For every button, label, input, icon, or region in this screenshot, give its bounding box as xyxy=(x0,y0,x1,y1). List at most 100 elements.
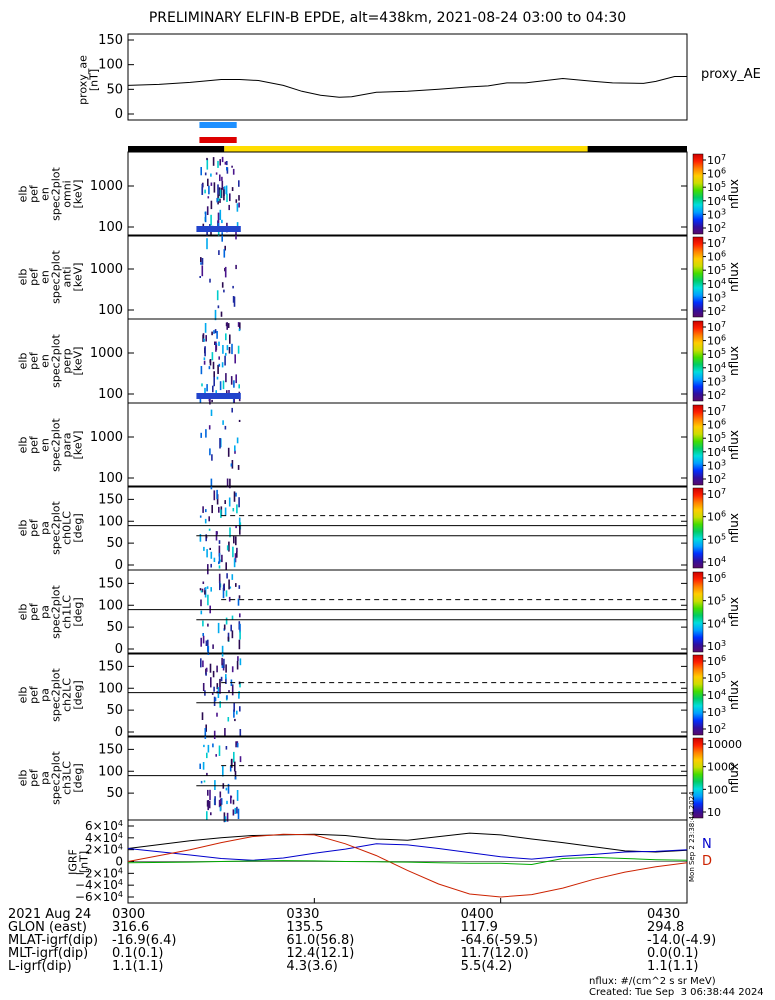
spectrogram-pixel xyxy=(227,783,230,794)
spectrogram-pixel xyxy=(211,692,214,695)
spectrogram-pixel xyxy=(216,683,219,690)
spectrogram-pixel xyxy=(199,276,201,278)
colorbar-tick-label: 105 xyxy=(707,180,726,195)
proxy-ae-tick-label: 0 xyxy=(115,107,123,122)
spectrogram-pixel xyxy=(209,448,211,456)
spectrogram-pixel xyxy=(233,751,235,763)
spectrogram-pixel xyxy=(221,156,224,163)
spectrogram-pixel xyxy=(224,161,227,165)
spectrogram-pixel xyxy=(204,189,206,194)
spectrogram-pixel xyxy=(214,341,216,345)
spectrogram-pixel xyxy=(239,706,241,712)
spectrogram-low-band xyxy=(196,226,241,232)
spectrogram-pixel xyxy=(233,491,236,502)
spectrogram-pixel xyxy=(218,363,221,367)
spectrogram-pixel xyxy=(231,574,234,580)
spectrogram-pixel xyxy=(208,516,210,522)
spectrogram-pixel xyxy=(238,384,240,389)
colorbar-tick-label: 105 xyxy=(707,532,726,547)
spectrogram-pixel xyxy=(199,534,202,542)
spectrogram-pixel xyxy=(202,223,205,227)
spectrogram-pixel xyxy=(217,230,220,237)
spectrogram-tick-label: 1000 xyxy=(90,430,123,445)
spectrogram-pixel xyxy=(239,658,242,666)
proxy-ae-tick-label: 150 xyxy=(98,33,123,48)
spectrogram-pixel xyxy=(202,660,204,668)
spectrogram-frame-5 xyxy=(127,569,688,655)
spectrogram-pixel xyxy=(235,536,237,546)
spectrogram-pixel xyxy=(232,799,235,805)
spectrogram-ylabel-2-line: perp xyxy=(61,348,74,373)
spectrogram-pixel xyxy=(215,172,218,175)
spectrogram-pixel xyxy=(230,463,233,467)
spectrogram-pixel xyxy=(232,285,234,289)
spectrogram-pixel xyxy=(223,624,226,630)
spectrogram-pixel xyxy=(226,695,228,700)
spectrogram-pixel xyxy=(233,535,235,544)
spectrogram-pixel xyxy=(229,478,231,489)
bottom-row-value: 117.9 xyxy=(460,920,498,935)
bottom-row-value: 0400 xyxy=(460,907,494,922)
spectrogram-pixel xyxy=(218,341,220,346)
spectrogram-pixel xyxy=(205,429,207,438)
spectrogram-pixel xyxy=(220,187,223,198)
spectrogram-pixel xyxy=(225,664,227,673)
spectrogram-pixel xyxy=(238,195,240,201)
colorbar-tick-label: 105 xyxy=(707,593,726,608)
spectrogram-pixel xyxy=(227,717,230,722)
spectrogram-pixel xyxy=(209,547,211,550)
colorbar-tick-label: 10 xyxy=(707,806,721,819)
created-footnote: Created: Tue Sep 3 06:38:44 2024 xyxy=(589,987,764,998)
spectrogram-ylabel-1-line: elb xyxy=(17,269,30,286)
spectrogram-pixel xyxy=(200,262,202,265)
spectrogram-pixel xyxy=(225,333,227,341)
spectrogram-pixel xyxy=(217,622,220,634)
spectrogram-low-band xyxy=(196,309,240,315)
bottom-row-value: 1.1(1.1) xyxy=(647,959,699,974)
spectrogram-pixel xyxy=(206,158,209,170)
bottom-row-value: -16.9(6.4) xyxy=(112,933,177,948)
spectrogram-pixel xyxy=(226,161,228,166)
spectrogram-pixel xyxy=(229,527,231,538)
spectrogram-ylabel-4-line: spec2plot xyxy=(50,501,63,555)
spectrogram-pixel xyxy=(222,666,225,671)
spectrogram-pixel xyxy=(207,639,209,647)
spectrogram-ylabel-3-line: en xyxy=(39,438,52,452)
igrf-legend-d: D xyxy=(702,854,712,869)
spectrogram-pixel xyxy=(201,712,204,720)
spectrogram-pixel xyxy=(226,573,228,579)
bottom-row-label: L-igrf(dip) xyxy=(8,959,72,974)
spectrogram-pixel xyxy=(225,617,228,625)
igrf-series-H xyxy=(127,832,688,853)
spectrogram-pixel xyxy=(208,528,211,531)
spectrogram-pixel xyxy=(223,812,226,823)
spectrogram-ylabel-7-line: ch3LC xyxy=(61,761,74,795)
spectrogram-pixel xyxy=(230,376,233,385)
spectrogram-pixel xyxy=(205,667,208,672)
spectrogram-pixel xyxy=(236,437,239,444)
spectrogram-pixel xyxy=(210,677,212,688)
spectrogram-tick-label: 100 xyxy=(98,303,123,318)
spectrogram-pixel xyxy=(207,623,209,627)
spectrogram-ylabel-1-line: en xyxy=(39,270,52,284)
colorbar-tick-label: 102 xyxy=(707,472,726,487)
spectrogram-pixel xyxy=(218,356,220,360)
colorbar-tick-label: 102 xyxy=(707,221,726,236)
spectrogram-pixel xyxy=(223,249,226,258)
spectrogram-pixel xyxy=(213,730,216,739)
spectrogram-pixel xyxy=(235,741,237,748)
spectrogram-pixel xyxy=(210,173,212,177)
igrf-tick-label: 6×104 xyxy=(85,819,123,834)
spectrogram-pixel xyxy=(227,447,230,457)
spectrogram-pixel xyxy=(202,635,205,644)
spectrogram-pixel xyxy=(232,809,235,816)
spectrogram-pixel xyxy=(226,390,228,394)
spectrogram-pixel xyxy=(212,385,214,393)
colorbar-tick-label: 104 xyxy=(707,616,726,631)
spectrogram-pixel xyxy=(208,366,211,370)
spectrogram-ylabel-5-line: [deg] xyxy=(72,597,85,626)
colorbar-6 xyxy=(692,654,704,736)
spectrogram-pixel xyxy=(219,159,221,166)
colorbar-label: nflux xyxy=(727,513,741,543)
